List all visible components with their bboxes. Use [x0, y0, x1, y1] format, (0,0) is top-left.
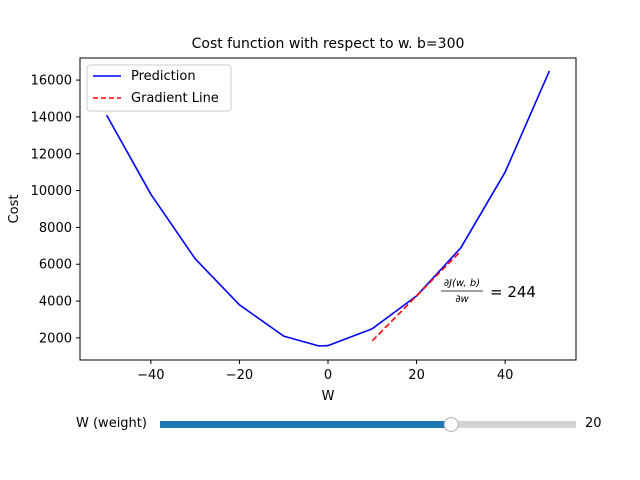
series-layer [105, 70, 551, 347]
legend: Prediction Gradient Line [86, 64, 232, 112]
x-tick-label: −40 [137, 368, 164, 383]
x-tick-label: 40 [497, 368, 514, 383]
y-tick-label: 2000 [39, 331, 72, 346]
y-axis-label: Cost [7, 195, 22, 224]
x-axis-label: W [322, 389, 335, 404]
y-tick-label: 12000 [31, 147, 72, 162]
slider-handle[interactable] [443, 417, 459, 432]
prediction-line [105, 70, 551, 347]
derivative-value: = 244 [490, 283, 536, 301]
y-tick-label: 8000 [39, 221, 72, 236]
x-tick-label: 20 [408, 368, 425, 383]
x-axis-ticks: −40 −20 0 20 40 [137, 360, 513, 383]
x-tick-label: 0 [324, 368, 332, 383]
legend-prediction-label: Prediction [131, 69, 196, 84]
gradient-line [371, 250, 462, 342]
chart-title: Cost function with respect to w. b=300 [192, 36, 465, 52]
slider-value: 20 [585, 416, 602, 431]
y-tick-label: 16000 [31, 74, 72, 89]
y-tick-label: 4000 [39, 295, 72, 310]
legend-box [86, 64, 232, 112]
legend-gradient-label: Gradient Line [131, 91, 219, 106]
derivative-numerator: ∂J(w, b) [444, 278, 480, 289]
derivative-denominator: ∂w [455, 294, 469, 305]
derivative-annotation: ∂J(w, b) ∂w = 244 [441, 278, 536, 305]
y-tick-label: 14000 [31, 110, 72, 125]
x-tick-label: −20 [226, 368, 253, 383]
slider-fill [160, 421, 452, 428]
y-axis-ticks: 2000 4000 6000 8000 10000 12000 14000 16000 [31, 74, 80, 346]
y-tick-label: 10000 [31, 184, 72, 199]
slider-label: W (weight) [76, 416, 147, 431]
y-tick-label: 6000 [39, 258, 72, 273]
weight-slider[interactable] [160, 417, 576, 432]
